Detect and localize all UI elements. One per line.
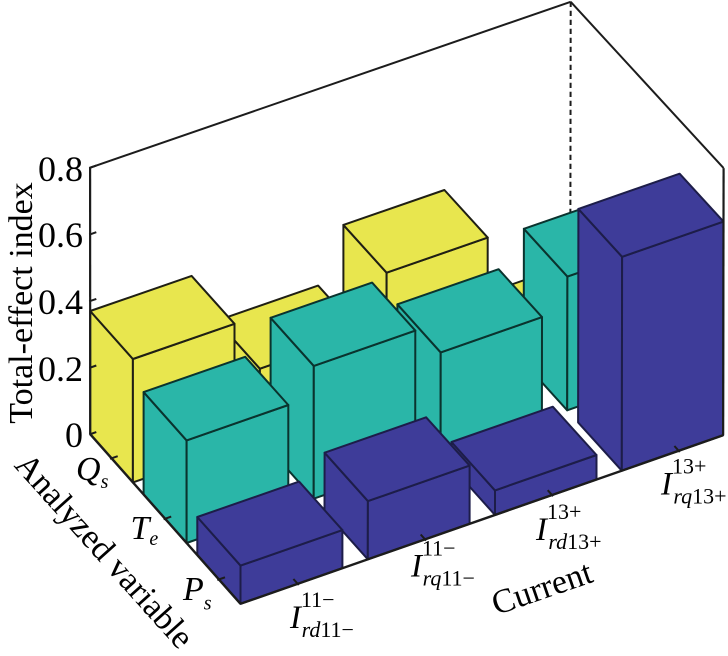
svg-text:0.2: 0.2	[38, 349, 83, 389]
svg-text:Total-effect index: Total-effect index	[3, 182, 40, 424]
svg-text:0.4: 0.4	[38, 282, 83, 322]
svg-text:0: 0	[65, 415, 83, 455]
svg-text:0.6: 0.6	[38, 215, 83, 255]
svg-text:0.8: 0.8	[38, 149, 83, 189]
